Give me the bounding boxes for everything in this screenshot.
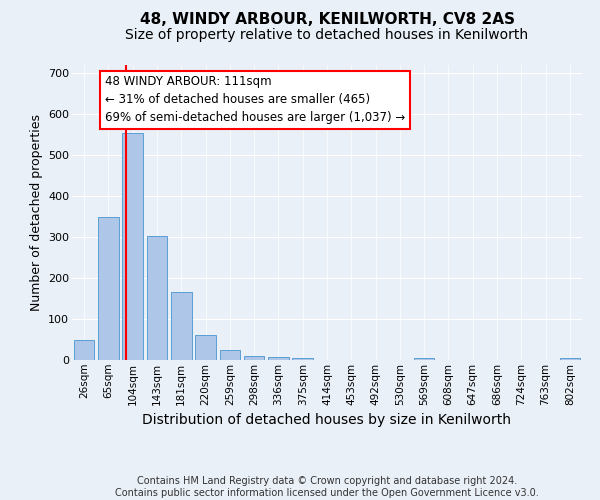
Text: 48 WINDY ARBOUR: 111sqm
← 31% of detached houses are smaller (465)
69% of semi-d: 48 WINDY ARBOUR: 111sqm ← 31% of detache… (105, 75, 405, 124)
Bar (146, 236, 167, 360)
Bar (171, 292, 191, 360)
Bar (74, 340, 94, 360)
Bar (268, 357, 289, 360)
Bar (414, 358, 434, 360)
Bar (195, 336, 216, 360)
Bar (98, 216, 119, 360)
Text: Size of property relative to detached houses in Kenilworth: Size of property relative to detached ho… (125, 28, 529, 42)
Text: 48, WINDY ARBOUR, KENILWORTH, CV8 2AS: 48, WINDY ARBOUR, KENILWORTH, CV8 2AS (139, 12, 515, 28)
Bar (122, 134, 143, 360)
Bar (220, 350, 240, 360)
Bar (244, 356, 265, 360)
Bar (292, 358, 313, 360)
Y-axis label: Number of detached properties: Number of detached properties (29, 114, 43, 311)
X-axis label: Distribution of detached houses by size in Kenilworth: Distribution of detached houses by size … (143, 413, 511, 427)
Bar (560, 358, 580, 360)
Text: Contains HM Land Registry data © Crown copyright and database right 2024.
Contai: Contains HM Land Registry data © Crown c… (115, 476, 539, 498)
